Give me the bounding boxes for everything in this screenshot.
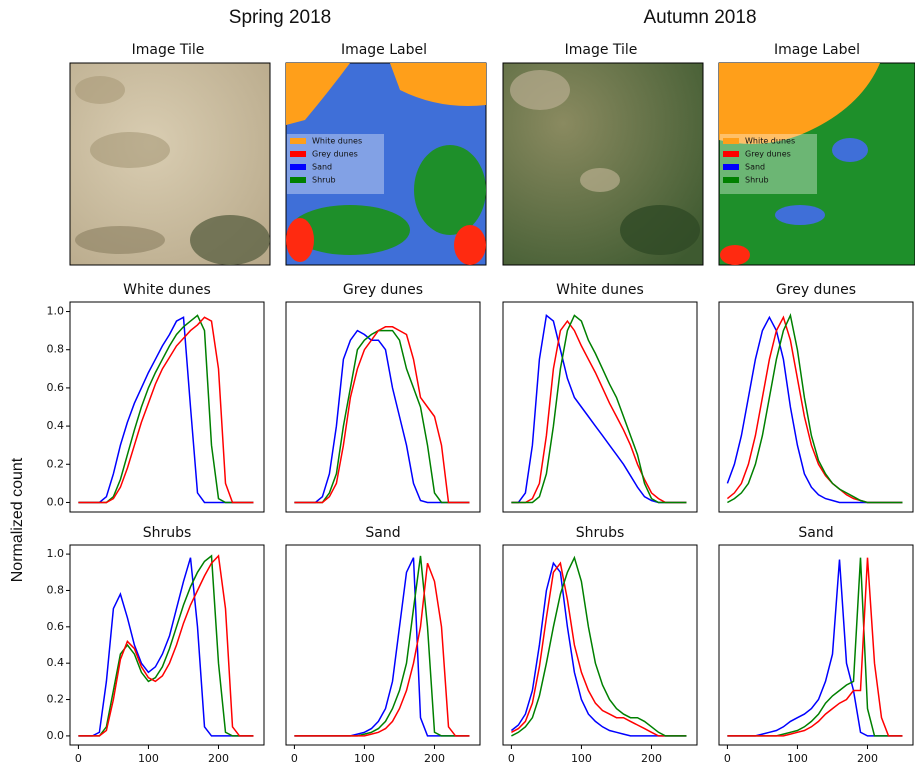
column-header: Spring 2018 [229,7,331,28]
legend-label: Sand [745,163,765,172]
legend-label: Grey dunes [745,150,791,159]
x-tick-label: 200 [857,752,878,765]
chart-title: Grey dunes [776,282,856,298]
y-tick-label: 0.4 [47,419,65,432]
y-tick-label: 1.0 [47,547,65,560]
legend-swatch [290,177,306,183]
series-line [78,317,253,502]
chart-title: Sand [798,525,833,541]
x-tick-label: 200 [641,752,662,765]
page: {"headers": ["Spring 2018", "Autumn 2018… [0,0,915,780]
plot-frame [70,302,264,512]
y-tick-label: 0.2 [47,457,65,470]
image-title: Image Label [774,42,860,58]
plot-frame [286,302,480,512]
series-line [78,315,253,502]
y-tick-label: 0.8 [47,583,65,596]
series-line [78,317,253,502]
series-line [294,563,469,736]
chart-title: Shrubs [576,525,625,541]
legend-swatch [723,151,739,157]
x-tick-label: 0 [75,752,82,765]
y-tick-label: 0.2 [47,693,65,706]
y-axis-label: Normalized count [9,457,26,582]
series-line [511,563,686,736]
y-tick-label: 0.0 [47,729,65,742]
chart-title: Grey dunes [343,282,423,298]
chart-title: White dunes [123,282,211,298]
image-title: Image Label [341,42,427,58]
legend-swatch [723,138,739,144]
x-tick-label: 0 [724,752,731,765]
series-line [294,331,469,503]
plot-frame [286,545,480,745]
x-tick-label: 200 [208,752,229,765]
column-header: Autumn 2018 [643,7,756,28]
x-tick-label: 100 [138,752,159,765]
chart-title: White dunes [556,282,644,298]
y-tick-label: 0.4 [47,656,65,669]
chart-title: Shrubs [143,525,192,541]
series-line [727,560,902,736]
series-line [511,315,686,502]
series-line [727,317,902,502]
y-tick-label: 1.0 [47,305,65,318]
chart-title: Sand [365,525,400,541]
x-tick-label: 0 [508,752,515,765]
legend-swatch [290,164,306,170]
image-title: Image Tile [132,42,205,58]
image-tile [70,63,270,265]
series-line [511,558,686,736]
y-tick-label: 0.0 [47,495,65,508]
series-line [511,315,686,502]
plot-frame [719,302,913,512]
legend-label: Sand [312,163,332,172]
legend-swatch [723,164,739,170]
x-tick-label: 100 [571,752,592,765]
figure: Spring 2018 Autumn 2018 Image Tile Image… [0,0,915,780]
legend-swatch [290,151,306,157]
x-tick-label: 0 [291,752,298,765]
series-line [294,327,469,503]
legend-label: Shrub [745,176,769,185]
plot-frame [719,545,913,745]
x-tick-label: 100 [354,752,375,765]
series-line [511,321,686,502]
plot-frame [70,545,264,745]
y-tick-label: 0.8 [47,343,65,356]
y-tick-label: 0.6 [47,381,65,394]
y-tick-label: 0.6 [47,620,65,633]
legend-label: Shrub [312,176,336,185]
series-line [294,331,469,503]
image-title: Image Tile [565,42,638,58]
legend-swatch [723,177,739,183]
series-line [511,563,686,736]
series-line [727,558,902,736]
plot-frame [503,545,697,745]
x-tick-label: 100 [787,752,808,765]
image-tile [503,63,703,265]
series-line [727,558,902,736]
series-line [727,315,902,502]
series-line [727,317,902,502]
legend-swatch [290,138,306,144]
plot-frame [503,302,697,512]
legend-label: White dunes [312,137,362,146]
x-tick-label: 200 [424,752,445,765]
legend-label: Grey dunes [312,150,358,159]
legend-label: White dunes [745,137,795,146]
